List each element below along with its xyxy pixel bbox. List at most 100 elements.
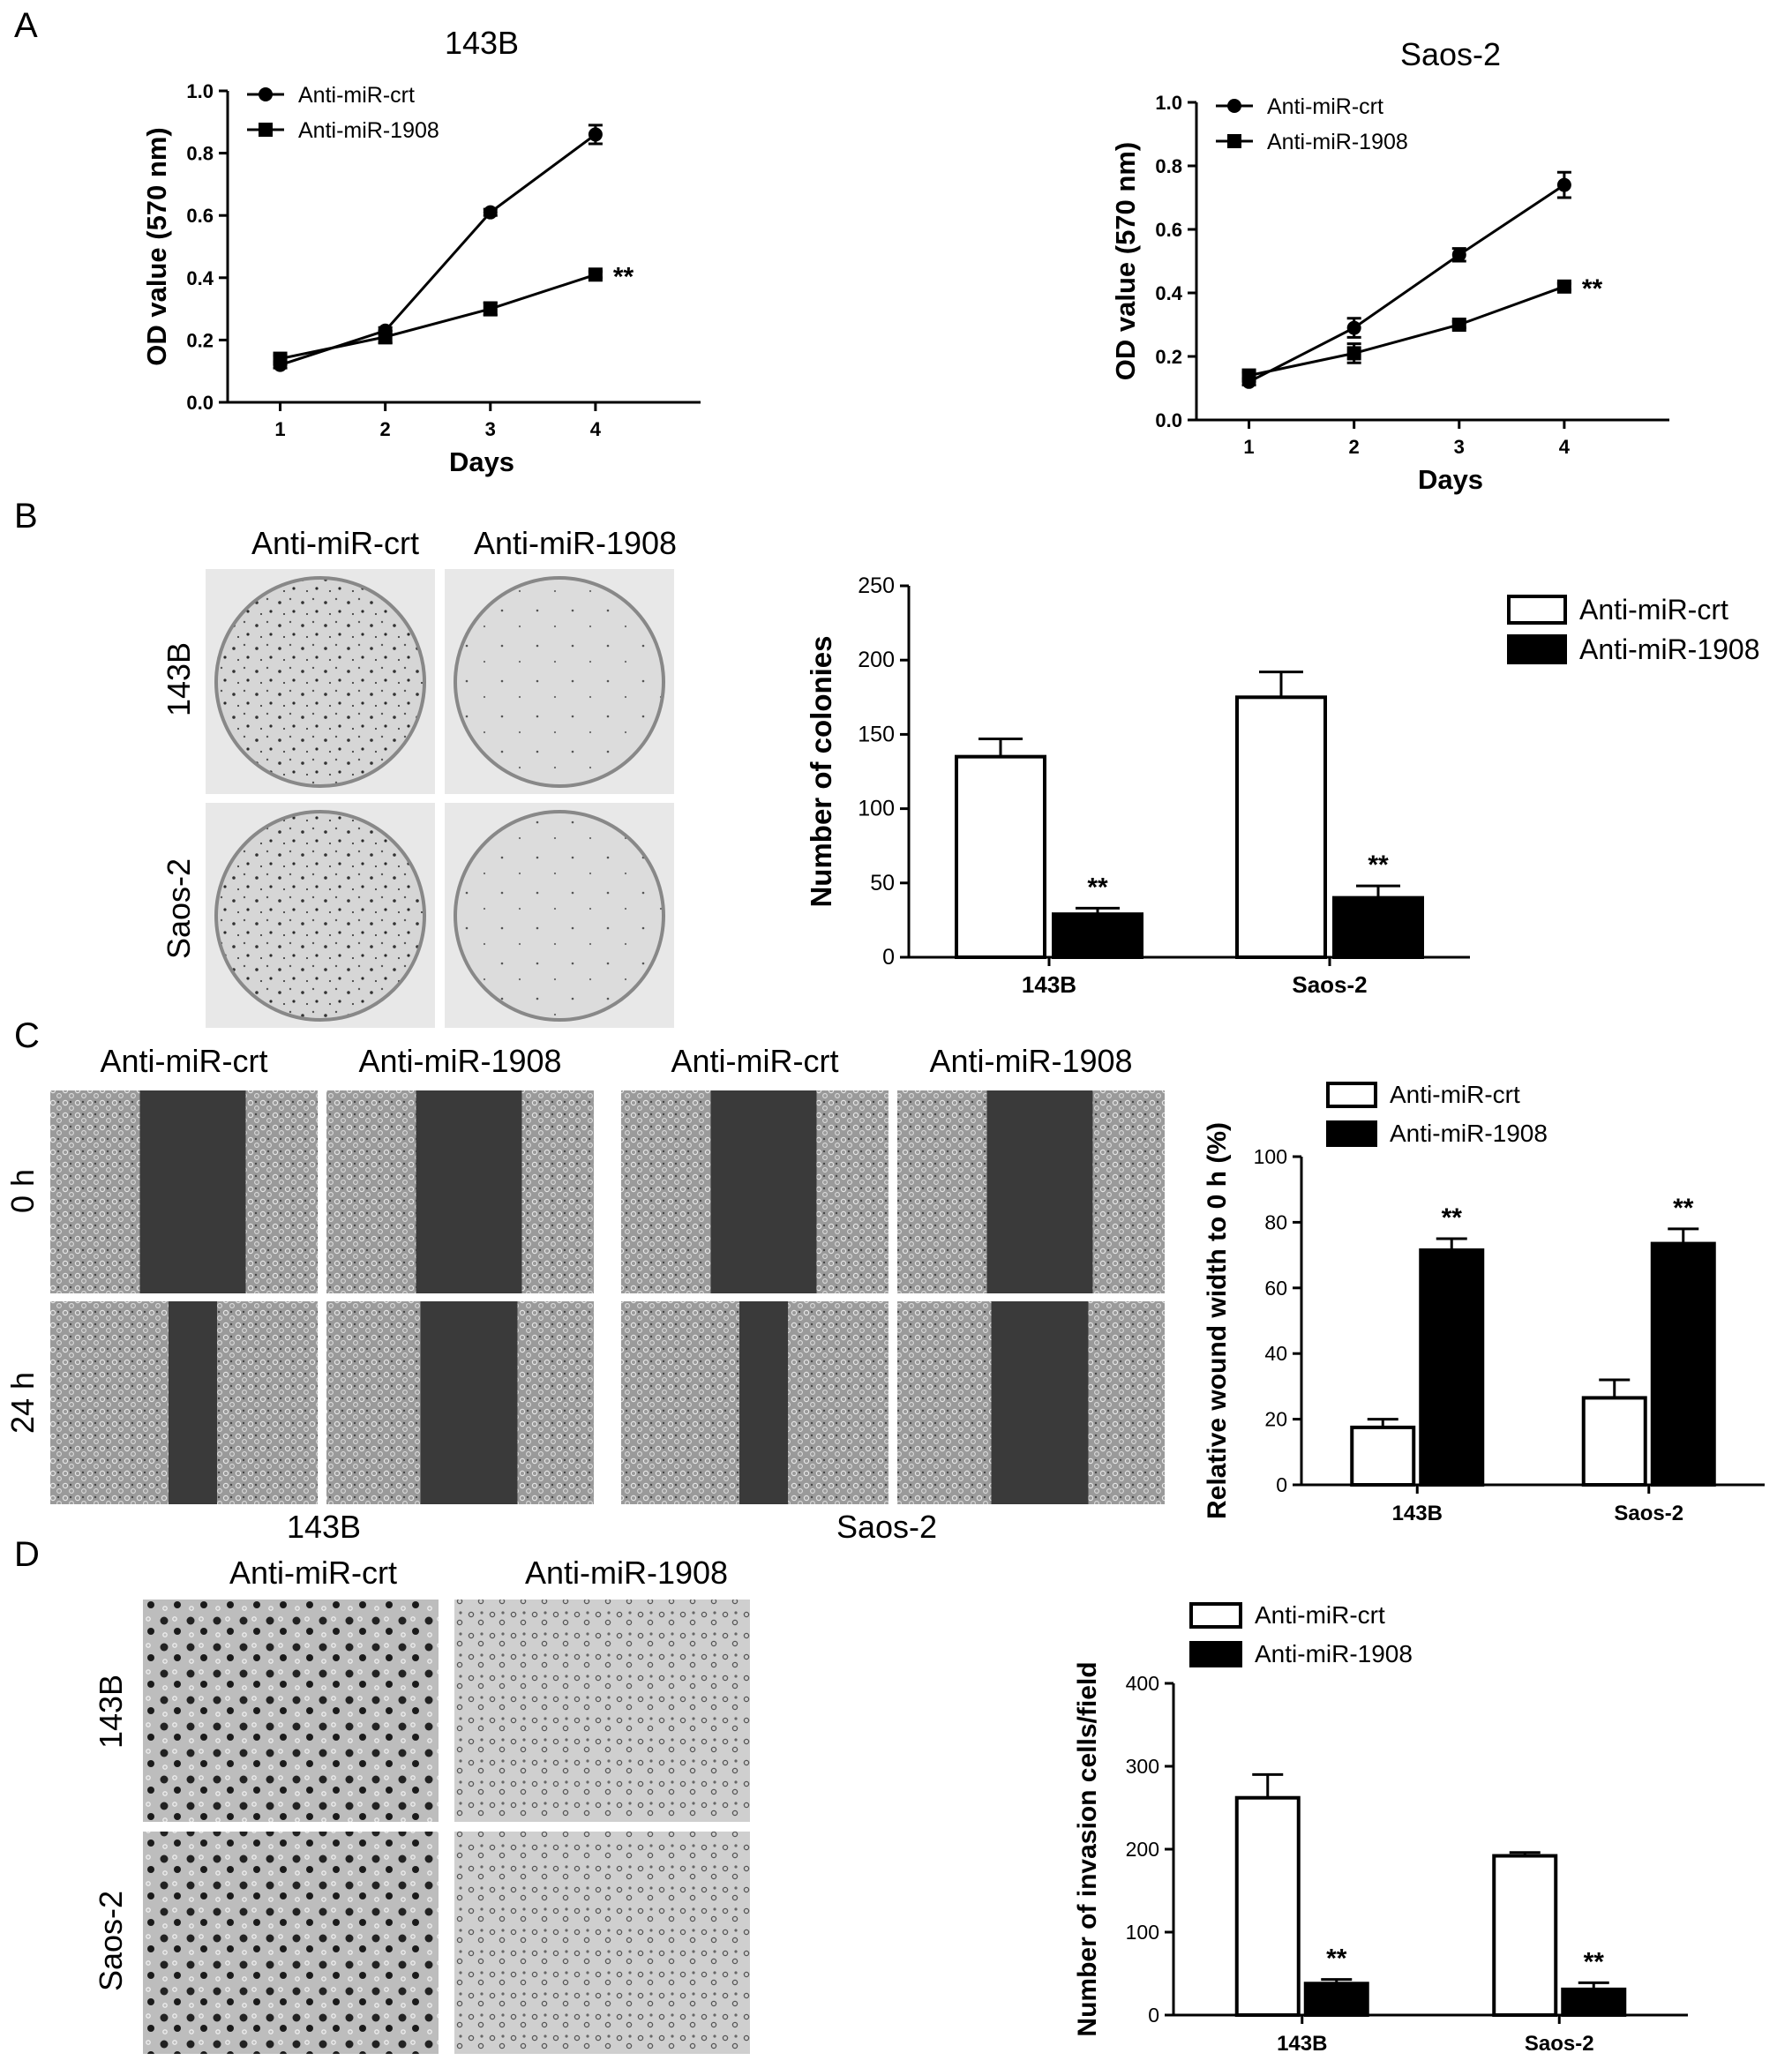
bar — [1650, 1241, 1716, 1487]
colony-dish-photo — [206, 569, 435, 794]
invasion-photo — [454, 1600, 750, 1822]
x-tick-label: 4 — [1559, 436, 1571, 458]
line-chart-1: 0.0 0.2 0.4 0.6 0.8 1.0 1 2 3 4 Saos-2 Days OD value… — [1110, 36, 1669, 495]
y-tick-label: 100 — [1254, 1145, 1287, 1168]
dish — [454, 810, 665, 1022]
data-point — [1241, 368, 1256, 383]
legend-marker — [1227, 99, 1241, 113]
image-row-label: 143B — [161, 642, 197, 716]
y-tick-label: 0 — [882, 945, 895, 970]
bar — [1332, 895, 1424, 960]
panel-letter-d: D — [14, 1535, 40, 1574]
photo-frame — [143, 1832, 439, 2054]
y-tick-label: 0.2 — [1155, 346, 1182, 368]
y-tick-label: 0.8 — [1155, 155, 1182, 177]
x-tick-label: 2 — [1349, 436, 1360, 458]
legend-label: Anti-miR-1908 — [1579, 633, 1760, 665]
image-col-label: Anti-miR-crt — [101, 1043, 268, 1079]
wound-gap — [416, 1090, 522, 1293]
y-tick-label: 60 — [1264, 1277, 1287, 1300]
legend-swatch — [1189, 1641, 1242, 1667]
y-axis-label: OD value (570 nm) — [1110, 142, 1141, 380]
wound-photo — [326, 1301, 594, 1504]
bar — [1234, 1795, 1301, 2017]
data-point — [273, 351, 288, 366]
y-axis-label: OD value (570 nm) — [141, 127, 172, 365]
y-axis-label: Number of colonies — [805, 635, 837, 907]
data-point — [378, 329, 393, 344]
x-tick-label: Saos-2 — [1525, 2032, 1594, 2056]
legend-label: Anti-miR-crt — [1390, 1081, 1520, 1108]
legend-label: Anti-miR-1908 — [1390, 1120, 1548, 1147]
wound-photo — [50, 1301, 318, 1504]
bar — [1235, 695, 1327, 959]
wound-gap — [420, 1301, 518, 1504]
y-tick-label: 0 — [1276, 1473, 1287, 1496]
significance-mark: ** — [1326, 1944, 1347, 1974]
y-tick-label: 0.0 — [1155, 409, 1182, 431]
legend-swatch — [1507, 634, 1567, 664]
x-tick-label: 4 — [590, 418, 602, 440]
y-tick-label: 0.4 — [186, 267, 214, 289]
significance-mark: ** — [1442, 1203, 1463, 1233]
series-line-1 — [280, 273, 596, 361]
legend-marker — [1227, 134, 1241, 148]
legend-marker — [259, 87, 273, 101]
data-point — [588, 127, 603, 142]
image-row-label: 0 h — [4, 1169, 41, 1213]
x-tick-label: 143B — [1022, 971, 1076, 998]
image-row-label: Saos-2 — [161, 858, 197, 959]
y-tick-label: 80 — [1264, 1210, 1287, 1233]
legend-swatch — [1507, 595, 1567, 625]
dish — [454, 576, 665, 788]
series-line-0 — [280, 133, 596, 367]
line-chart-0: 0.0 0.2 0.4 0.6 0.8 1.0 1 2 3 4 143B Days OD value (… — [141, 25, 701, 477]
dish — [214, 810, 426, 1022]
x-tick-label: 143B — [1277, 2032, 1327, 2056]
wound-photo — [621, 1090, 889, 1293]
colony-bar-chart: 0 50 100 150 200 250 Number of colonies 143B ** S… — [805, 573, 1760, 998]
y-axis-label: Number of invasion cells/field — [1073, 1661, 1102, 2036]
wound-gap — [986, 1090, 1093, 1293]
bar — [1581, 1396, 1647, 1487]
legend-label: Anti-miR-crt — [1267, 94, 1383, 119]
photo-frame — [454, 1832, 750, 2054]
wound-photo — [326, 1090, 594, 1293]
data-point — [588, 267, 603, 282]
y-tick-label: 150 — [858, 722, 895, 746]
y-tick-label: 0 — [1148, 2004, 1159, 2027]
chart-title: 143B — [445, 25, 519, 61]
y-tick-label: 200 — [858, 648, 895, 672]
y-tick-label: 300 — [1126, 1755, 1159, 1778]
photo-frame — [143, 1600, 439, 1822]
x-axis-label: Days — [1418, 464, 1483, 495]
data-point — [1451, 318, 1466, 332]
y-tick-label: 0.6 — [1155, 219, 1182, 241]
y-tick-label: 100 — [1126, 1921, 1159, 1944]
bar — [1350, 1425, 1416, 1487]
y-tick-label: 0.8 — [186, 143, 214, 165]
significance-mark: ** — [1087, 873, 1108, 902]
bar — [1303, 1982, 1369, 2018]
bar — [1419, 1248, 1485, 1487]
photo-frame — [454, 1600, 750, 1822]
data-point — [483, 205, 498, 220]
y-tick-label: 100 — [858, 797, 895, 821]
x-axis-label: Days — [449, 446, 514, 477]
legend-marker — [259, 123, 273, 137]
significance-mark: ** — [1368, 850, 1389, 880]
significance-mark: ** — [1582, 274, 1603, 303]
wound-photo — [621, 1301, 889, 1504]
image-row-label: Saos-2 — [93, 1891, 129, 1991]
legend-label: Anti-miR-1908 — [1267, 130, 1408, 154]
bar — [1492, 1854, 1558, 2018]
legend-swatch — [1326, 1120, 1377, 1147]
image-col-label: Anti-miR-crt — [671, 1043, 839, 1079]
data-point — [1556, 177, 1571, 192]
wound-photo — [897, 1301, 1165, 1504]
image-col-label: Anti-miR-1908 — [474, 525, 677, 561]
wound-gap — [739, 1301, 788, 1504]
data-point — [1346, 346, 1361, 361]
wound-gap — [169, 1301, 217, 1504]
